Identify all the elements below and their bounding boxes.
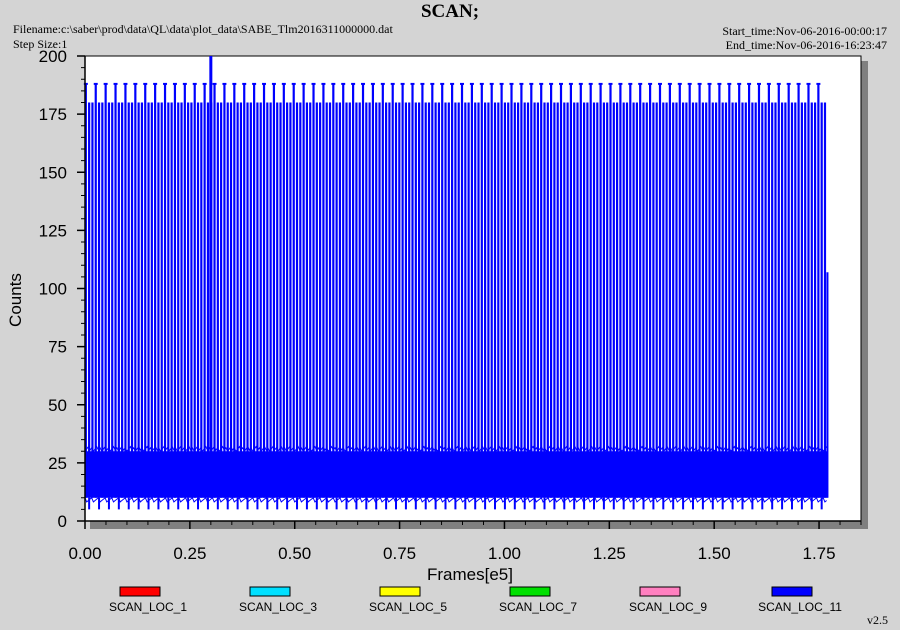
legend-label: SCAN_LOC_11 bbox=[758, 600, 842, 614]
y-axis-label: Counts bbox=[6, 273, 25, 327]
legend-label: SCAN_LOC_1 bbox=[109, 600, 187, 614]
legend-swatch bbox=[249, 586, 291, 597]
filename-label: Filename:c:\saber\prod\data\QL\data\plot… bbox=[13, 22, 393, 36]
x-tick-label: 0.00 bbox=[68, 544, 101, 563]
legend-swatch bbox=[379, 586, 421, 597]
x-tick-label: 1.00 bbox=[488, 544, 521, 563]
start-time-label: Start_time:Nov-06-2016-00:00:17 bbox=[722, 24, 887, 38]
legend-swatch bbox=[639, 586, 681, 597]
legend-label: SCAN_LOC_3 bbox=[239, 600, 317, 614]
x-tick-label: 0.75 bbox=[383, 544, 416, 563]
x-tick-label: 1.25 bbox=[593, 544, 626, 563]
x-axis-label: Frames[e5] bbox=[427, 565, 513, 584]
x-tick-label: 1.75 bbox=[803, 544, 836, 563]
step-size-label: Step Size:1 bbox=[13, 37, 68, 51]
legend-label: SCAN_LOC_9 bbox=[629, 600, 707, 614]
x-tick-label: 1.50 bbox=[698, 544, 731, 563]
chart-title: SCAN; bbox=[420, 1, 480, 22]
y-tick-label: 125 bbox=[39, 221, 67, 240]
version-label: v2.5 bbox=[867, 613, 888, 627]
y-tick-label: 150 bbox=[39, 163, 67, 182]
legend-label: SCAN_LOC_7 bbox=[499, 600, 577, 614]
y-tick-label: 175 bbox=[39, 105, 67, 124]
y-tick-label: 25 bbox=[48, 454, 67, 473]
y-tick-label: 200 bbox=[39, 47, 67, 66]
y-tick-label: 100 bbox=[39, 280, 67, 299]
y-tick-label: 50 bbox=[48, 396, 67, 415]
y-tick-label: 75 bbox=[48, 338, 67, 357]
end-time-label: End_time:Nov-06-2016-16:23:47 bbox=[725, 38, 887, 52]
x-tick-label: 0.25 bbox=[173, 544, 206, 563]
legend-label: SCAN_LOC_5 bbox=[369, 600, 447, 614]
x-tick-label: 0.50 bbox=[278, 544, 311, 563]
series-layer bbox=[83, 56, 829, 510]
legend-swatch bbox=[771, 586, 813, 597]
axes-layer: 0.00 0.25 0.50 0.75 1.00 1.25 1.50 1.75 0 25 50 75 1… bbox=[39, 47, 862, 563]
legend-swatch bbox=[119, 586, 161, 597]
y-tick-label: 0 bbox=[58, 512, 67, 531]
legend: SCAN_LOC_1 SCAN_LOC_3 SCAN_LOC_5 SCAN_LOC_7… bbox=[109, 586, 842, 614]
legend-swatch bbox=[509, 586, 551, 597]
